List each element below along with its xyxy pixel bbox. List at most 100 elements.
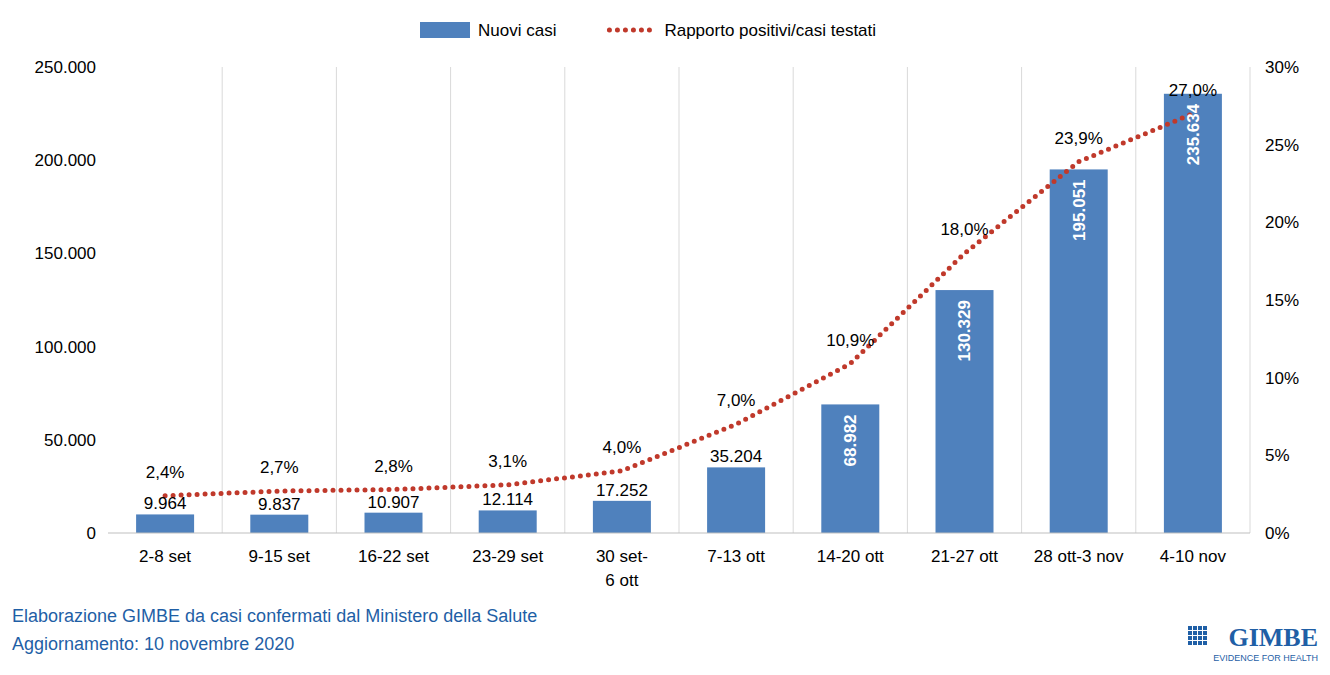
line-label: 7,0%	[717, 391, 756, 410]
line-label: 10,9%	[826, 331, 874, 350]
line-label: 2,4%	[146, 463, 185, 482]
bar	[821, 404, 879, 533]
bar	[593, 501, 651, 533]
logo-square	[1193, 626, 1197, 630]
update-note: Aggiornamento: 10 novembre 2020	[12, 634, 294, 654]
y2-tick-label: 0%	[1265, 524, 1290, 543]
y-tick	[104, 160, 108, 161]
x-tick-label-line: 21-27 ott	[931, 547, 998, 566]
bar-label: 195.051	[1070, 179, 1089, 240]
y2-tick	[1250, 455, 1254, 456]
x-tick-label: 9-15 set	[249, 547, 311, 566]
bar-label: 17.252	[596, 481, 648, 500]
x-tick-label-line: 14-20 ott	[817, 547, 884, 566]
x-tick-label-line: 4-10 nov	[1160, 547, 1227, 566]
x-tick-label: 4-10 nov	[1160, 547, 1227, 566]
category-separator	[222, 67, 223, 533]
legend-swatch	[420, 22, 470, 38]
logo-square	[1188, 626, 1192, 630]
y2-tick	[1250, 67, 1254, 68]
bar-label: 68.982	[841, 414, 860, 466]
x-tick-label-line: 7-13 ott	[707, 547, 765, 566]
line-label: 27,0%	[1169, 81, 1217, 100]
y2-tick-label: 30%	[1265, 58, 1299, 77]
category-separator	[564, 67, 565, 533]
y2-tick-label: 10%	[1265, 369, 1299, 388]
x-tick-label: 16-22 set	[358, 547, 429, 566]
x-tick-label: 30 set- 6 ott	[596, 547, 648, 590]
logo-square	[1198, 626, 1202, 630]
logo-square	[1193, 631, 1197, 635]
category-separator	[1021, 67, 1022, 533]
logo-square	[1203, 636, 1207, 640]
x-tick-label: 28 ott-3 nov	[1034, 547, 1124, 566]
bar	[365, 513, 423, 533]
category-separator	[336, 67, 337, 533]
category-separator	[793, 67, 794, 533]
bar-label: 35.204	[710, 447, 762, 466]
y-tick	[104, 439, 108, 440]
x-tick-label-line: 23-29 set	[472, 547, 543, 566]
marks	[136, 94, 1222, 533]
chart: 050.000100.000150.000200.000250.0000%5%1…	[0, 0, 1330, 675]
line-label: 2,8%	[374, 457, 413, 476]
y-tick	[104, 346, 108, 347]
x-tick-label: 7-13 ott	[707, 547, 765, 566]
source-note: Elaborazione GIMBE da casi confermati da…	[12, 606, 537, 626]
legend-label: Nuovi casi	[478, 21, 556, 40]
x-tick-label-line: 6 ott	[605, 571, 638, 590]
x-tick-label: 21-27 ott	[931, 547, 998, 566]
x-tick-label-line: 9-15 set	[249, 547, 311, 566]
y2-tick	[1250, 144, 1254, 145]
logo-square	[1188, 641, 1192, 645]
y-tick-label: 200.000	[35, 151, 96, 170]
logo-text: GIMBE	[1228, 623, 1318, 652]
y2-tick	[1250, 533, 1254, 534]
line-label: 2,7%	[260, 458, 299, 477]
y2-tick-label: 5%	[1265, 446, 1290, 465]
line	[165, 114, 1193, 496]
y-tick	[104, 253, 108, 254]
logo-square	[1203, 641, 1207, 645]
bar-label: 12.114	[482, 490, 533, 509]
bar	[479, 510, 537, 533]
bar	[707, 467, 765, 533]
x-tick-label-line: 30 set-	[596, 547, 648, 566]
y-tick	[104, 67, 108, 68]
y-tick-label: 0	[87, 524, 96, 543]
logo-square	[1188, 631, 1192, 635]
y2-tick	[1250, 222, 1254, 223]
logo-square	[1203, 631, 1207, 635]
logo-square	[1193, 641, 1197, 645]
bar-label: 235.634	[1184, 103, 1203, 165]
y-tick-label: 100.000	[35, 338, 96, 357]
logo-icon	[1188, 626, 1207, 645]
y2-tick	[1250, 300, 1254, 301]
bar-label: 9.964	[144, 494, 187, 513]
logo-square	[1198, 641, 1202, 645]
y2-tick-label: 15%	[1265, 291, 1299, 310]
line-label: 23,9%	[1055, 129, 1103, 148]
category-separator	[450, 67, 451, 533]
x-tick-label: 14-20 ott	[817, 547, 884, 566]
bar	[250, 515, 308, 533]
x-tick-label: 2-8 set	[139, 547, 191, 566]
bar-label: 9.837	[258, 495, 301, 514]
legend: Nuovi casiRapporto positivi/casi testati	[420, 21, 876, 40]
logo-square	[1188, 636, 1192, 640]
x-tick-label-line: 2-8 set	[139, 547, 191, 566]
x-axis	[108, 533, 1250, 534]
y2-tick-label: 25%	[1265, 136, 1299, 155]
logo-square	[1198, 636, 1202, 640]
data-labels: 9.9649.83710.90712.11417.25235.20468.982…	[144, 81, 1217, 514]
line-label: 4,0%	[603, 438, 642, 457]
logo-square	[1193, 636, 1197, 640]
logo-tagline: EVIDENCE FOR HEALTH	[1213, 653, 1318, 663]
y-tick	[104, 533, 108, 534]
bar	[136, 514, 194, 533]
y-tick-label: 50.000	[44, 431, 96, 450]
x-tick-label-line: 28 ott-3 nov	[1034, 547, 1124, 566]
bar	[1164, 94, 1222, 533]
bar-label: 130.329	[956, 300, 975, 361]
bar	[936, 290, 994, 533]
